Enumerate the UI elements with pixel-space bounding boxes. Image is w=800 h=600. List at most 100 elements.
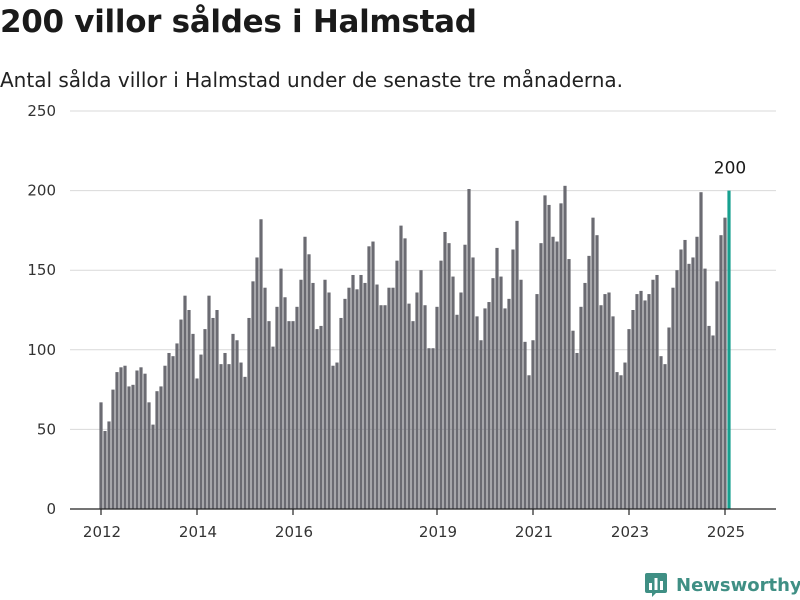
bar (527, 375, 531, 509)
newsworthy-logo[interactable]: Newsworthy (644, 570, 800, 600)
bar (183, 295, 187, 509)
bar (119, 367, 123, 509)
bar (567, 259, 571, 509)
bar (543, 195, 547, 509)
bar (539, 243, 543, 509)
bar (723, 217, 727, 509)
bar (611, 316, 615, 509)
bar (371, 241, 375, 510)
bar (195, 378, 199, 509)
bar (463, 244, 467, 510)
x-tick-label: 2019 (419, 523, 457, 541)
bar (667, 327, 671, 509)
bar (519, 279, 523, 509)
bar (287, 321, 291, 509)
bar (223, 352, 227, 509)
bar (303, 236, 307, 509)
bar (115, 372, 119, 509)
bar (619, 375, 623, 509)
bar (207, 295, 211, 509)
bar (455, 314, 459, 509)
x-tick-label: 2014 (179, 523, 217, 541)
bar (595, 235, 599, 509)
bar (403, 238, 407, 510)
bar (631, 310, 635, 509)
bar (199, 354, 203, 509)
bar (327, 292, 331, 509)
newsworthy-logo-icon (645, 573, 667, 597)
bar (211, 317, 215, 509)
y-tick-label: 0 (46, 500, 56, 518)
bar (579, 306, 583, 509)
x-tick-label: 2025 (707, 523, 745, 541)
bar (495, 247, 499, 509)
bar (367, 246, 371, 509)
bar (655, 274, 659, 509)
bar (715, 281, 719, 509)
bar (147, 402, 151, 509)
bar (591, 217, 595, 509)
bar (683, 239, 687, 509)
bar (439, 260, 443, 509)
y-tick-label: 250 (27, 102, 56, 120)
highlight-value-label: 200 (714, 159, 746, 179)
bar (475, 316, 479, 509)
bar (479, 340, 483, 509)
bar (483, 308, 487, 509)
bar (271, 346, 275, 509)
bar (415, 292, 419, 509)
bar (267, 321, 271, 509)
bar (679, 249, 683, 509)
bar (319, 325, 323, 509)
bar (547, 204, 551, 509)
bar (375, 284, 379, 509)
y-tick-label: 200 (27, 182, 56, 200)
bar (503, 308, 507, 509)
bar (339, 317, 343, 509)
bar (351, 274, 355, 509)
y-tick-label: 100 (27, 341, 56, 359)
bar (531, 340, 535, 509)
bar (295, 306, 299, 509)
x-tick-label: 2012 (83, 523, 121, 541)
bar (283, 297, 287, 509)
bar (551, 236, 555, 509)
bar (99, 402, 103, 509)
bar (159, 386, 163, 509)
bar (203, 329, 207, 509)
bar (335, 362, 339, 509)
bar (643, 300, 647, 509)
bar (487, 302, 491, 509)
bar (627, 329, 631, 509)
bar (171, 356, 175, 509)
bar (179, 319, 183, 509)
bar (703, 268, 707, 509)
bar (279, 268, 283, 509)
bar-highlight (727, 190, 731, 509)
bar (355, 289, 359, 509)
bar (111, 389, 115, 509)
bar (699, 192, 703, 509)
bar (291, 321, 295, 509)
bar (363, 282, 367, 509)
bar (435, 306, 439, 509)
bar (359, 274, 363, 509)
bar (139, 367, 143, 509)
bar (427, 348, 431, 509)
bar (447, 243, 451, 509)
bar (127, 386, 131, 509)
bar (515, 220, 519, 509)
bar (395, 260, 399, 509)
bar (607, 292, 611, 509)
bar (431, 348, 435, 509)
bar (191, 333, 195, 509)
chart-title: 200 villor såldes i Halmstad (0, 4, 477, 40)
bar (331, 365, 335, 509)
bar (175, 343, 179, 509)
bar (239, 362, 243, 509)
bar (215, 310, 219, 509)
bar (235, 340, 239, 509)
bar (247, 317, 251, 509)
bar (307, 254, 311, 509)
